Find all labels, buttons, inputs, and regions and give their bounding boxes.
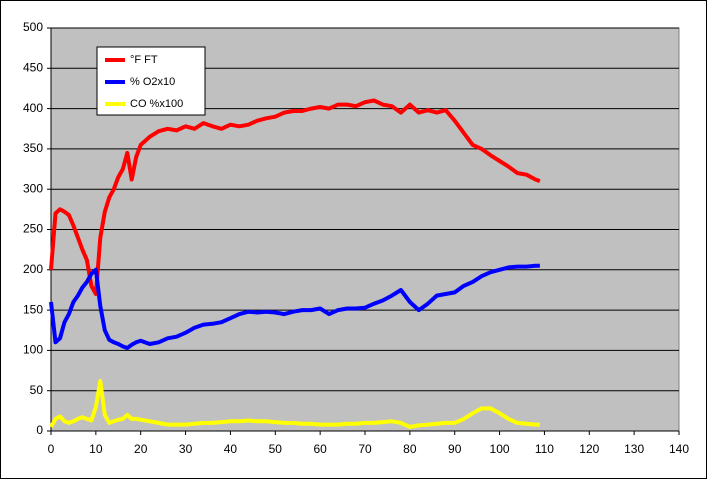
x-tick-label: 40 [224, 442, 238, 456]
x-tick-label: 20 [134, 442, 148, 456]
x-tick-label: 80 [403, 442, 417, 456]
x-tick-label: 120 [579, 442, 599, 456]
legend-label: CO %x100 [130, 98, 183, 110]
series-line [49, 263, 540, 350]
x-tick-label: 0 [48, 442, 55, 456]
legend: °F FT % O2x10 CO %x100 [96, 46, 206, 116]
y-tick-label: 250 [23, 222, 43, 236]
x-tick-label: 110 [535, 442, 554, 456]
y-tick-label: 300 [23, 181, 43, 195]
y-tick-label: 150 [23, 302, 43, 316]
y-tick-label: 500 [23, 20, 43, 34]
x-tick-label: 100 [490, 442, 510, 456]
y-tick-label: 450 [23, 60, 43, 74]
y-tick-label: 200 [23, 262, 43, 276]
legend-label: °F FT [130, 54, 158, 66]
y-tick-label: 400 [23, 101, 43, 115]
x-tick-label: 10 [89, 442, 103, 456]
x-tick-label: 90 [448, 442, 462, 456]
x-tick-label: 130 [624, 442, 644, 456]
y-tick-label: 0 [36, 423, 43, 437]
x-tick-label: 30 [179, 442, 193, 456]
x-tick-label: 50 [269, 442, 283, 456]
x-tick-label: 60 [313, 442, 327, 456]
series-line [49, 98, 541, 296]
series-line [49, 379, 540, 429]
y-tick-label: 50 [30, 383, 44, 397]
x-tick-label: 140 [669, 442, 689, 456]
y-tick-label: 100 [23, 343, 43, 357]
x-tick-label: 70 [358, 442, 372, 456]
legend-label: % O2x10 [130, 76, 175, 88]
y-tick-label: 350 [23, 141, 43, 155]
